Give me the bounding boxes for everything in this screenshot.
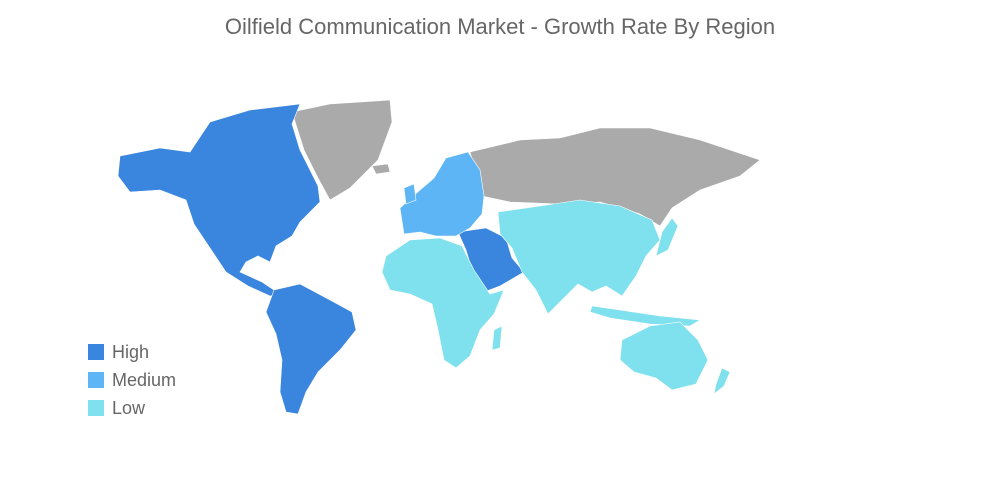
north-america — [117, 103, 321, 297]
japan — [655, 217, 679, 257]
europe — [399, 151, 485, 237]
legend: High Medium Low — [88, 342, 176, 418]
madagascar — [491, 325, 503, 351]
legend-swatch — [88, 400, 104, 416]
iceland — [371, 163, 391, 175]
chart-title: Oilfield Communication Market - Growth R… — [225, 14, 775, 39]
legend-label: Medium — [112, 370, 176, 390]
uk — [403, 183, 417, 205]
indonesia — [589, 305, 701, 327]
new-zealand — [713, 367, 731, 395]
south-america — [265, 283, 357, 415]
africa — [381, 237, 505, 369]
asia — [497, 199, 661, 315]
greenland — [291, 99, 393, 201]
legend-label: Low — [112, 398, 146, 418]
legend-label: High — [112, 342, 149, 362]
legend-swatch — [88, 344, 104, 360]
world-map — [117, 99, 761, 415]
russia — [469, 127, 761, 227]
legend-swatch — [88, 372, 104, 388]
australia — [619, 321, 709, 391]
